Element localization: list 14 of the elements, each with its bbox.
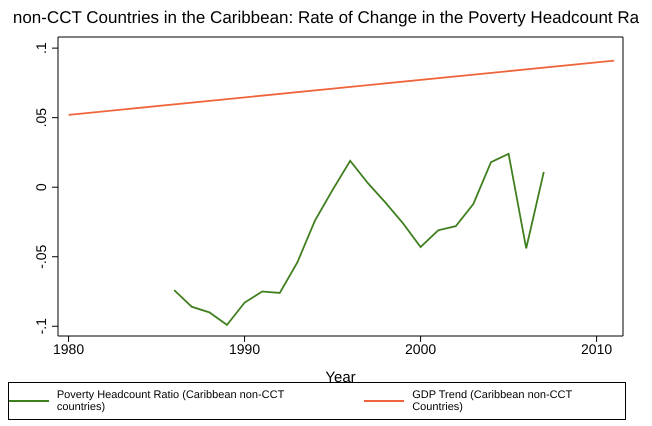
- legend-label: Poverty Headcount Ratio (Caribbean non-CCT countries): [56, 389, 286, 413]
- line-series: [173, 152, 545, 326]
- x-tick-label: 1980: [52, 340, 84, 357]
- x-axis-title: Year: [325, 369, 356, 386]
- y-tick-label: -.1: [33, 318, 49, 334]
- x-tick-label: 2010: [581, 340, 612, 357]
- y-tick-label: 0: [33, 183, 49, 192]
- y-tick-label: .05: [33, 108, 49, 128]
- legend-label: GDP Trend (Caribbean non-CCT Countries): [412, 389, 574, 413]
- chart-title: non-CCT Countries in the Caribbean: Rate of Change in the Poverty Headcount Ra: [12, 8, 640, 29]
- x-tick-label: 2000: [405, 340, 436, 357]
- x-tick-label: 1990: [228, 340, 260, 357]
- y-tick-label: -.05: [33, 244, 49, 269]
- y-tick-label: .1: [33, 42, 49, 54]
